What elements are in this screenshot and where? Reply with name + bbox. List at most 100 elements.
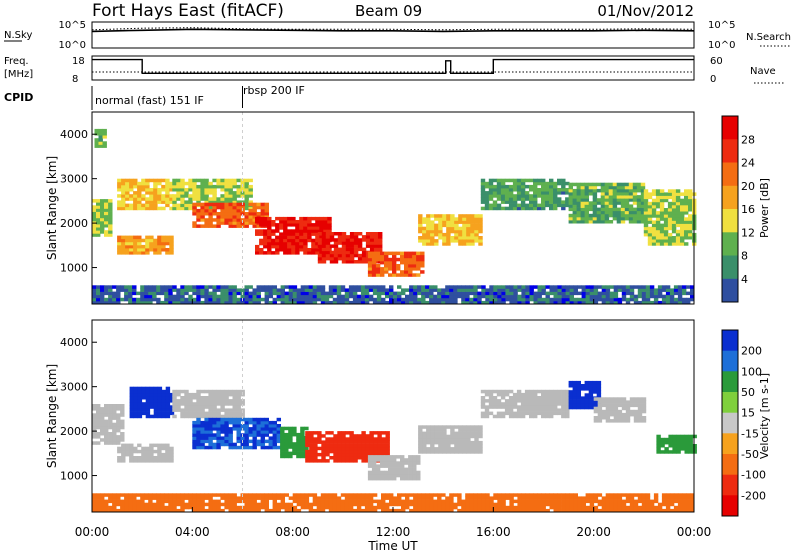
power-cells-cell-1525 bbox=[628, 216, 634, 221]
power-cells-cell-628 bbox=[275, 223, 280, 227]
power-cells-cell-1851 bbox=[144, 291, 149, 296]
power-cells-cell-2168 bbox=[381, 285, 386, 289]
power-cells-cell-457 bbox=[200, 212, 205, 216]
power-cells-cell-2305 bbox=[489, 300, 494, 305]
power-cells-cell-854 bbox=[353, 260, 359, 264]
power-cells-cell-2046 bbox=[292, 297, 298, 302]
vel-cells-cell-2231 bbox=[673, 499, 679, 504]
vel-cells-cell-207 bbox=[129, 449, 134, 454]
vel-cells-cell-1679 bbox=[256, 508, 261, 513]
vel-cells-cell-1203 bbox=[545, 392, 550, 397]
power-cells-cell-317 bbox=[192, 194, 197, 198]
vel-cells-cell-1327 bbox=[601, 412, 607, 417]
power-cells-cell-70 bbox=[102, 135, 107, 139]
vel-cells-cell-1876 bbox=[413, 505, 418, 510]
power-cells-cell-1946 bbox=[216, 297, 221, 302]
power-cells-cell-1208 bbox=[504, 200, 510, 204]
power-cells-cell-1388 bbox=[580, 192, 586, 196]
vel-cells-cell-436 bbox=[204, 427, 209, 431]
power-cells-cell-903 bbox=[373, 241, 379, 245]
power-cells-cell-296 bbox=[180, 181, 185, 186]
power-cells-cell-2343 bbox=[513, 291, 518, 296]
power-cells-cell-1831 bbox=[128, 291, 133, 296]
vel-cells-cell-1942 bbox=[461, 502, 466, 507]
vel-cells-cell-1174 bbox=[533, 405, 538, 409]
power-cells-cell-1663 bbox=[663, 211, 669, 215]
vel-cells-cell-389 bbox=[236, 408, 241, 412]
vel-cells-cell-996 bbox=[442, 434, 447, 439]
power-cells-cell-2391 bbox=[549, 291, 554, 296]
power-cells-cell-1216 bbox=[508, 203, 514, 208]
vel-cells-cell-190 bbox=[117, 459, 122, 463]
vel-cells-cell-275 bbox=[180, 411, 185, 416]
power-cells-cell-599 bbox=[263, 216, 268, 221]
power-cells-cell-904 bbox=[373, 238, 379, 242]
vel-cells-cell-2024 bbox=[521, 502, 526, 507]
vel-cells-cell-1536 bbox=[148, 499, 153, 504]
power-cells-cell-1061 bbox=[438, 220, 443, 224]
power-cells-cell-866 bbox=[357, 247, 363, 252]
power-cells-cell-1074 bbox=[446, 236, 451, 240]
power-cells-cell-1955 bbox=[220, 285, 225, 289]
power-cells-cell-1070 bbox=[442, 217, 447, 221]
power-cells-cell-1175 bbox=[488, 194, 494, 198]
vel-cells-cell-355 bbox=[220, 414, 225, 419]
power-cells-cell-1839 bbox=[136, 300, 141, 305]
power-cells-cell-2553 bbox=[669, 291, 675, 296]
vel-cells-cell-1062 bbox=[474, 437, 479, 442]
vel-cells-cell-52 bbox=[108, 413, 113, 417]
vel-cells-cell-23 bbox=[100, 432, 105, 436]
power-cells-cell-974 bbox=[400, 257, 405, 262]
vel-cells-cell-1361 bbox=[617, 397, 623, 401]
power-cells-cell-640 bbox=[283, 251, 288, 255]
vel-cells-cell-2063 bbox=[549, 505, 554, 510]
power-cells-cell-27 bbox=[100, 217, 105, 222]
power-cells-cell-368 bbox=[216, 184, 221, 189]
vel-cells-cell-1358 bbox=[617, 409, 623, 414]
power-cells-cell-2410 bbox=[561, 288, 567, 292]
power-cells-cell-2327 bbox=[501, 288, 506, 292]
vel-cells-cell-2149 bbox=[609, 496, 615, 500]
power-cells-cell-2284 bbox=[473, 300, 478, 305]
vel-cells-cell-28 bbox=[100, 416, 105, 420]
vel-cells-cell-1654 bbox=[236, 499, 241, 504]
vel-cells-cell-616 bbox=[288, 445, 293, 449]
power-cells-cell-148 bbox=[149, 191, 154, 195]
power-cells-cell-265 bbox=[169, 248, 174, 252]
power-cells-cell-1852 bbox=[144, 288, 149, 292]
vel-cells-cell-2010 bbox=[509, 496, 514, 500]
vel-cells-cell-802 bbox=[369, 446, 374, 451]
vel-cells-cell-1112 bbox=[500, 402, 506, 406]
power-cells-cell-1648 bbox=[659, 201, 665, 206]
power-cells-cell-2138 bbox=[360, 297, 366, 302]
vel-cells-cell-1126 bbox=[508, 405, 514, 409]
vel-cells-cell-433 bbox=[204, 436, 209, 440]
vel-cells-cell-325 bbox=[204, 402, 209, 406]
power-cells-cell-1224 bbox=[512, 206, 518, 211]
power-cells-cell-1083 bbox=[450, 236, 455, 240]
vel-cells-cell-1414 bbox=[664, 447, 669, 451]
vel-cells-cell-865 bbox=[375, 464, 381, 468]
vel-cells-cell-1186 bbox=[537, 389, 542, 394]
power-cells-cell-1394 bbox=[584, 213, 590, 218]
power-cells-cell-500 bbox=[224, 205, 229, 210]
power-cells-cell-2226 bbox=[429, 294, 434, 299]
vel-cells-cell-497 bbox=[232, 424, 237, 428]
vel-cells-cell-2033 bbox=[525, 493, 530, 497]
power-cells-cell-2382 bbox=[541, 288, 546, 292]
vel-cells-cell-1674 bbox=[252, 505, 257, 510]
vel-cells-cell-1462 bbox=[96, 505, 101, 510]
vel-cells-cell-1393 bbox=[637, 403, 643, 408]
power-cells-cell-194 bbox=[117, 244, 122, 249]
vel-cells-cell-1980 bbox=[489, 508, 494, 513]
power-cells-cell-2509 bbox=[637, 291, 643, 296]
vel-cells-cell-2165 bbox=[621, 502, 627, 507]
vel-cells-cell-1755 bbox=[316, 496, 322, 500]
power-cells-cell-1887 bbox=[172, 297, 177, 302]
vel-cells-cell-1210 bbox=[549, 399, 554, 403]
power-cells-cell-1434 bbox=[596, 198, 602, 202]
vel-cells-cell-2187 bbox=[637, 496, 643, 500]
power-cells-cell-1322 bbox=[557, 200, 562, 204]
vel-cells-cell-592 bbox=[276, 427, 282, 431]
power-cells-cell-1738 bbox=[684, 226, 689, 231]
